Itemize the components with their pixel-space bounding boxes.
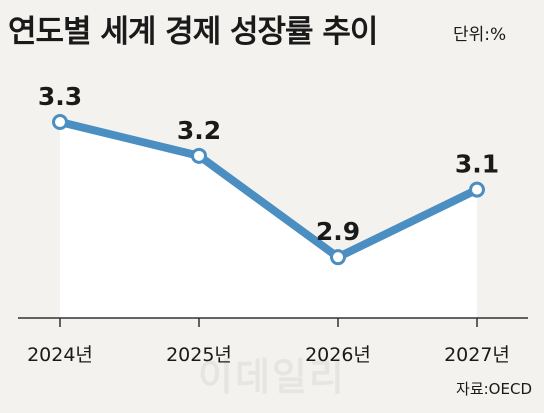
data-point-3 [469, 181, 485, 198]
data-label-2: 2.9 [316, 217, 360, 246]
source-note: 자료:OECD [456, 380, 532, 398]
data-point-1 [191, 147, 207, 164]
series-line [56, 118, 481, 262]
x-tick-label-2: 2026년 [305, 344, 371, 366]
x-tick-label-3: 2027년 [444, 344, 510, 366]
watermark: 이데일리 [198, 355, 346, 399]
x-tick-label-1: 2025년 [166, 344, 232, 366]
unit-label: 단위:% [453, 25, 507, 45]
data-label-3: 3.1 [455, 150, 499, 179]
chart-title: 연도별 세계 경제 성장률 추이 [8, 14, 378, 50]
area-fill [60, 122, 477, 318]
data-label-0: 3.3 [38, 82, 82, 111]
data-label-1: 3.2 [177, 116, 221, 145]
data-point-0 [52, 114, 68, 131]
x-tick-label-0: 2024년 [27, 344, 93, 366]
data-point-2 [330, 249, 346, 266]
